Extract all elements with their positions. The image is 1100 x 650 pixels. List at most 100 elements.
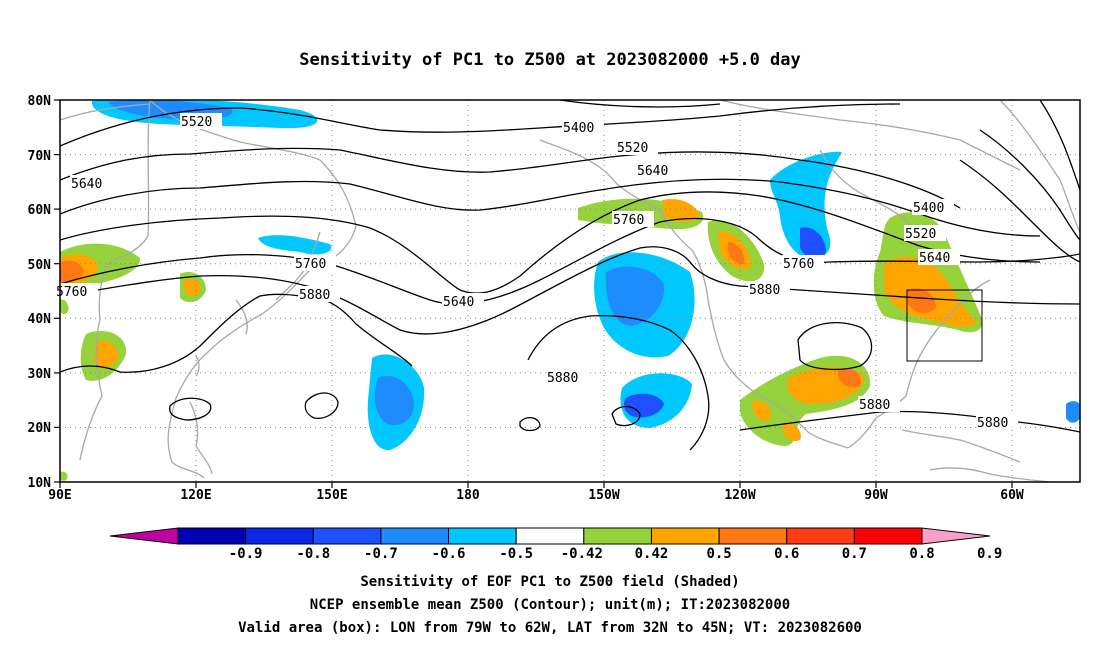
- colorbar-right-arrow: [921, 527, 991, 545]
- coastlines: [60, 100, 1080, 482]
- contour-line: [304, 392, 339, 419]
- negative-region: [624, 393, 664, 418]
- latitude-labels: 80N 70N 60N 50N 40N 30N 20N 10N: [28, 94, 52, 491]
- coastline-canada-north: [719, 100, 1021, 171]
- contour-line: [1039, 100, 1080, 191]
- contour-line: [559, 100, 721, 108]
- colorbar: [109, 527, 991, 545]
- colorbar-segment: [177, 527, 247, 545]
- contour-line: [739, 410, 1080, 433]
- colorbar-segment: [786, 527, 855, 545]
- colorbar-labels: -0.9 -0.8 -0.7 -0.6 -0.5 -0.42 0.42 0.5 0.6 0.7 0.…: [229, 546, 1003, 562]
- contour-label: 5880: [299, 288, 330, 303]
- colorbar-segment: [515, 527, 585, 545]
- shaded-sensitivity-layer: [60, 100, 1080, 481]
- footer-line-3: Valid area (box): LON from 79W to 62W, L…: [238, 620, 862, 636]
- lon-label: 120W: [724, 488, 755, 503]
- contour-line: [979, 129, 1080, 241]
- map-frame: [59, 99, 1081, 483]
- colorbar-segment: [448, 527, 517, 545]
- positive-region: [60, 299, 69, 315]
- contour-label: 5880: [749, 283, 780, 298]
- colorbar-label: -0.9: [229, 546, 263, 562]
- contour-line: [519, 416, 541, 432]
- lon-label: 180: [456, 488, 480, 503]
- lat-label: 20N: [28, 421, 52, 436]
- lon-label: 150W: [588, 488, 619, 503]
- lat-label: 70N: [28, 149, 52, 164]
- colorbar-label: 0.42: [635, 546, 669, 562]
- colorbar-label: 0.9: [977, 546, 1002, 562]
- contour-label: 5640: [71, 177, 102, 192]
- colorbar-label: -0.8: [296, 546, 330, 562]
- lon-label: 120E: [180, 488, 211, 503]
- contour-line: [60, 191, 1041, 294]
- positive-region: [60, 260, 84, 283]
- lon-label: 60W: [1000, 488, 1024, 503]
- positive-region: [752, 401, 771, 422]
- footer-line-1: Sensitivity of EOF PC1 to Z500 field (Sh…: [360, 574, 740, 590]
- lat-label: 30N: [28, 367, 52, 382]
- coastline-caribbean: [901, 429, 1021, 463]
- lat-label: 60N: [28, 203, 52, 218]
- coastline-alaska: [539, 139, 693, 251]
- contour-line: [60, 147, 961, 209]
- coastline-na-west: [691, 249, 849, 449]
- coastline-asia-2: [79, 100, 151, 461]
- contour-label: 5760: [783, 257, 814, 272]
- coastline-asia: [149, 100, 357, 479]
- coastline-philippines: [189, 401, 213, 475]
- contour-line: [611, 405, 641, 427]
- coastline-na-gulf: [847, 279, 991, 449]
- positive-region: [728, 242, 745, 265]
- colorbar-label: -0.7: [364, 546, 398, 562]
- contour-line: [60, 217, 1080, 305]
- longitude-labels: 90E 120E 150E 180 150W 120W 90W 60W: [48, 488, 1024, 503]
- lon-label: 90E: [48, 488, 71, 503]
- footer-line-2: NCEP ensemble mean Z500 (Contour); unit(…: [309, 597, 791, 613]
- contour-line: [527, 314, 710, 451]
- colorbar-label: -0.6: [432, 546, 466, 562]
- colorbar-segment: [312, 527, 382, 545]
- contour-label: 5520: [905, 227, 936, 242]
- coastline-greenland: [999, 100, 1080, 233]
- colorbar-segment: [380, 527, 450, 545]
- lat-label: 50N: [28, 258, 52, 273]
- chart-title: Sensitivity of PC1 to Z500 at 2023082000…: [299, 50, 801, 70]
- negative-region: [374, 376, 414, 426]
- lon-label: 150E: [316, 488, 347, 503]
- positive-region: [60, 471, 68, 481]
- positive-region: [184, 278, 201, 296]
- lat-label: 40N: [28, 312, 52, 327]
- z500-contours: [60, 100, 1080, 451]
- colorbar-label: 0.6: [774, 546, 799, 562]
- contour-label: 5400: [913, 201, 944, 216]
- contour-line: [168, 397, 212, 421]
- colorbar-left-arrow: [109, 527, 179, 545]
- colorbar-segment: [650, 527, 720, 545]
- coastline-korea: [235, 299, 248, 335]
- contour-line: [959, 159, 1080, 263]
- positive-region: [908, 288, 936, 313]
- contour-line: [60, 246, 1080, 335]
- lon-label: 90W: [864, 488, 888, 503]
- negative-region: [258, 235, 332, 255]
- contour-label: 5640: [443, 295, 474, 310]
- axis-ticks: [54, 99, 1013, 488]
- colorbar-label: 0.5: [706, 546, 731, 562]
- contour-label: 5520: [181, 115, 212, 130]
- positive-region: [94, 340, 119, 369]
- colorbar-label: 0.8: [909, 546, 934, 562]
- contour-label: 5760: [295, 257, 326, 272]
- colorbar-segment: [853, 527, 923, 545]
- contour-line: [60, 103, 901, 147]
- contour-label: 5520: [617, 141, 648, 156]
- lat-label: 80N: [28, 94, 52, 109]
- contour-line: [60, 178, 1041, 237]
- contour-label: 5880: [859, 398, 890, 413]
- contour-label: 5640: [637, 164, 668, 179]
- colorbar-segment: [583, 527, 652, 545]
- colorbar-label: 0.7: [842, 546, 867, 562]
- positive-region: [782, 423, 801, 442]
